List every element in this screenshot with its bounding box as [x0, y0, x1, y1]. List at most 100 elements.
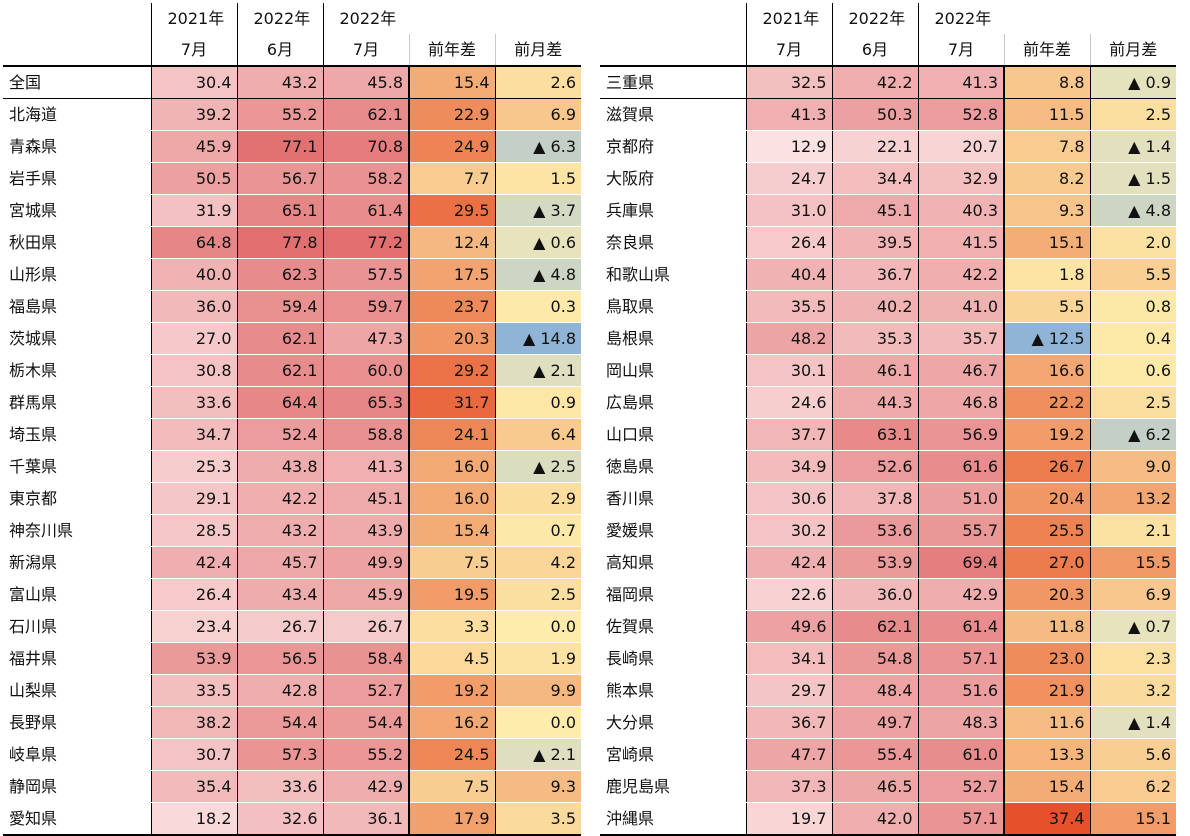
table-row: 香川県 30.6 37.8 51.0 20.4 13.2: [600, 482, 1176, 515]
value-cell-jun2022: 55.4: [831, 738, 918, 771]
value-cell-jul2021: 24.7: [745, 162, 832, 195]
table-row: 長崎県 34.1 54.8 57.1 23.0 2.3: [600, 642, 1176, 675]
value-cell-yoy: 29.5: [408, 194, 495, 227]
value-cell-jun2022: 26.7: [236, 610, 323, 643]
table-row: 富山県 26.4 43.4 45.9 19.5 2.5: [3, 578, 581, 611]
value-cell-jul2022: 45.9: [322, 578, 409, 611]
value-cell-yoy: 11.8: [1003, 610, 1090, 643]
value-cell-jul2021: 33.6: [150, 386, 237, 419]
table-panel-left: 2021年 2022年 2022年 7月 6月 7月 前年差 前月差 全国 30.…: [3, 3, 581, 836]
value-cell-yoy: 16.2: [408, 706, 495, 739]
value-cell-yoy: 27.0: [1003, 546, 1090, 579]
value-cell-jun2022: 43.4: [236, 578, 323, 611]
value-cell-mom: 3.5: [494, 802, 581, 836]
table-row: 青森県 45.9 77.1 70.8 24.9 ▲ 6.3: [3, 130, 581, 163]
value-cell-mom: 15.5: [1089, 546, 1176, 579]
value-cell-mom: 0.3: [494, 290, 581, 323]
value-cell-jul2022: 52.8: [917, 98, 1004, 131]
value-cell-jul2021: 33.5: [150, 674, 237, 707]
header-mom-diff: 前月差: [1089, 34, 1176, 67]
value-cell-yoy: 7.7: [408, 162, 495, 195]
prefecture-name: 群馬県: [3, 386, 151, 419]
value-cell-yoy: 13.3: [1003, 738, 1090, 771]
value-cell-jul2022: 41.3: [917, 66, 1004, 99]
value-cell-yoy: 17.5: [408, 258, 495, 291]
value-cell-jun2022: 42.0: [831, 802, 918, 836]
table-row: 長野県 38.2 54.4 54.4 16.2 0.0: [3, 706, 581, 739]
value-cell-jul2022: 36.1: [322, 802, 409, 836]
value-cell-jul2021: 34.9: [745, 450, 832, 483]
value-cell-mom: ▲ 1.4: [1089, 706, 1176, 739]
value-cell-yoy: 19.5: [408, 578, 495, 611]
value-cell-jul2022: 55.2: [322, 738, 409, 771]
value-cell-yoy: 4.5: [408, 642, 495, 675]
table-row: 徳島県 34.9 52.6 61.6 26.7 9.0: [600, 450, 1176, 483]
value-cell-jun2022: 42.8: [236, 674, 323, 707]
value-cell-jul2021: 30.8: [150, 354, 237, 387]
prefecture-name: 岐阜県: [3, 738, 151, 771]
prefecture-name: 熊本県: [600, 674, 746, 707]
value-cell-jun2022: 52.6: [831, 450, 918, 483]
value-cell-mom: 0.8: [1089, 290, 1176, 323]
value-cell-jul2022: 49.9: [322, 546, 409, 579]
value-cell-jul2022: 51.0: [917, 482, 1004, 515]
table-row: 島根県 48.2 35.3 35.7 ▲ 12.5 0.4: [600, 322, 1176, 355]
value-cell-jun2022: 32.6: [236, 802, 323, 836]
value-cell-jul2022: 58.8: [322, 418, 409, 451]
value-cell-jun2022: 42.2: [831, 66, 918, 99]
value-cell-yoy: 23.0: [1003, 642, 1090, 675]
value-cell-jun2022: 54.4: [236, 706, 323, 739]
table-row: 福岡県 22.6 36.0 42.9 20.3 6.9: [600, 578, 1176, 611]
prefecture-name: 岡山県: [600, 354, 746, 387]
header-blank: [3, 3, 151, 34]
value-cell-mom: ▲ 2.1: [494, 738, 581, 771]
prefecture-name: 岩手県: [3, 162, 151, 195]
value-cell-jul2022: 65.3: [322, 386, 409, 419]
value-cell-mom: 0.0: [494, 610, 581, 643]
value-cell-jul2022: 26.7: [322, 610, 409, 643]
value-cell-jun2022: 50.3: [831, 98, 918, 131]
prefecture-name: 愛媛県: [600, 514, 746, 547]
table-row: 埼玉県 34.7 52.4 58.8 24.1 6.4: [3, 418, 581, 451]
prefecture-name: 茨城県: [3, 322, 151, 355]
value-cell-yoy: 9.3: [1003, 194, 1090, 227]
table-row: 岐阜県 30.7 57.3 55.2 24.5 ▲ 2.1: [3, 738, 581, 771]
header-mom-diff: 前月差: [494, 34, 581, 67]
header-year-2022-jul: 2022年: [917, 3, 1004, 34]
value-cell-jul2021: 34.1: [745, 642, 832, 675]
value-cell-jun2022: 45.7: [236, 546, 323, 579]
value-cell-jun2022: 57.3: [236, 738, 323, 771]
value-cell-yoy: 26.7: [1003, 450, 1090, 483]
value-cell-jul2022: 54.4: [322, 706, 409, 739]
prefecture-name: 大分県: [600, 706, 746, 739]
value-cell-jul2021: 23.4: [150, 610, 237, 643]
value-cell-jun2022: 65.1: [236, 194, 323, 227]
table-row: 沖縄県 19.7 42.0 57.1 37.4 15.1: [600, 802, 1176, 836]
prefecture-name: 新潟県: [3, 546, 151, 579]
value-cell-jul2021: 50.5: [150, 162, 237, 195]
header-year-2021: 2021年: [150, 3, 237, 34]
value-cell-yoy: 11.6: [1003, 706, 1090, 739]
value-cell-mom: 6.9: [494, 98, 581, 131]
value-cell-mom: 4.2: [494, 546, 581, 579]
value-cell-yoy: 15.4: [408, 514, 495, 547]
value-cell-jul2021: 35.4: [150, 770, 237, 803]
header-month-jun-2022: 6月: [236, 34, 323, 67]
value-cell-jul2022: 62.1: [322, 98, 409, 131]
value-cell-jul2021: 31.9: [150, 194, 237, 227]
value-cell-mom: ▲ 0.9: [1089, 66, 1176, 99]
table-row: 鳥取県 35.5 40.2 41.0 5.5 0.8: [600, 290, 1176, 323]
value-cell-jun2022: 59.4: [236, 290, 323, 323]
value-cell-jul2021: 36.7: [745, 706, 832, 739]
header-month-jul-2021: 7月: [745, 34, 832, 67]
value-cell-jul2021: 30.1: [745, 354, 832, 387]
value-cell-yoy: 16.0: [408, 450, 495, 483]
header-yoy-diff: 前年差: [1003, 34, 1090, 67]
value-cell-jun2022: 35.3: [831, 322, 918, 355]
prefecture-name: 静岡県: [3, 770, 151, 803]
prefecture-name: 鳥取県: [600, 290, 746, 323]
value-cell-jun2022: 56.5: [236, 642, 323, 675]
table-row: 全国 30.4 43.2 45.8 15.4 2.6: [3, 66, 581, 99]
value-cell-jun2022: 62.1: [236, 322, 323, 355]
value-cell-jul2022: 35.7: [917, 322, 1004, 355]
